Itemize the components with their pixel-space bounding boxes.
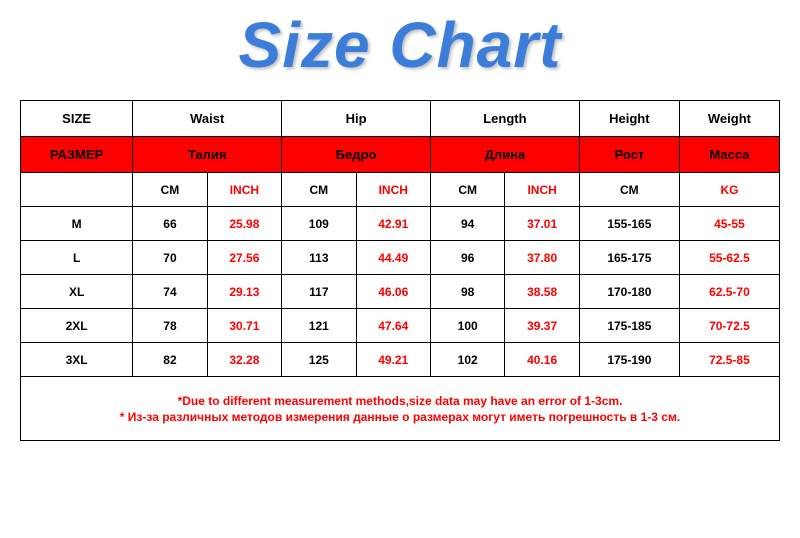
waist-cm-cell: 74 [133,275,207,309]
col-hip-en: Hip [282,101,431,137]
len-in-cell: 37.01 [505,207,579,241]
weight-cell: 70-72.5 [679,309,779,343]
footnote-en: *Due to different measurement methods,si… [178,394,623,408]
weight-cell: 72.5-85 [679,343,779,377]
size-table: SIZE Waist Hip Length Height Weight РАЗМ… [20,100,780,377]
len-in-cell: 38.58 [505,275,579,309]
units-row: CM INCH CM INCH CM INCH CM KG [21,173,780,207]
footnotes: *Due to different measurement methods,si… [20,377,780,441]
col-height-ru: Рост [579,137,679,173]
unit-inch: INCH [356,173,430,207]
size-cell: M [21,207,133,241]
hip-cm-cell: 125 [282,343,356,377]
hip-cm-cell: 109 [282,207,356,241]
len-in-cell: 37.80 [505,241,579,275]
size-cell: 3XL [21,343,133,377]
footnote-ru: * Из-за различных методов измерения данн… [120,410,680,424]
len-cm-cell: 100 [430,309,504,343]
waist-in-cell: 25.98 [207,207,281,241]
col-size-en: SIZE [21,101,133,137]
table-row: 3XL8232.2812549.2110240.16175-19072.5-85 [21,343,780,377]
height-cell: 155-165 [579,207,679,241]
hip-in-cell: 47.64 [356,309,430,343]
unit-inch: INCH [505,173,579,207]
height-cell: 175-185 [579,309,679,343]
col-waist-en: Waist [133,101,282,137]
waist-cm-cell: 70 [133,241,207,275]
size-cell: L [21,241,133,275]
hip-in-cell: 42.91 [356,207,430,241]
header-row-en: SIZE Waist Hip Length Height Weight [21,101,780,137]
col-size-ru: РАЗМЕР [21,137,133,173]
height-cell: 170-180 [579,275,679,309]
size-table-container: SIZE Waist Hip Length Height Weight РАЗМ… [20,100,780,441]
waist-in-cell: 27.56 [207,241,281,275]
col-hip-ru: Бедро [282,137,431,173]
hip-in-cell: 44.49 [356,241,430,275]
size-cell: 2XL [21,309,133,343]
table-row: XL7429.1311746.069838.58170-18062.5-70 [21,275,780,309]
waist-cm-cell: 82 [133,343,207,377]
table-row: M6625.9810942.919437.01155-16545-55 [21,207,780,241]
size-cell: XL [21,275,133,309]
table-row: 2XL7830.7112147.6410039.37175-18570-72.5 [21,309,780,343]
unit-kg: KG [679,173,779,207]
page-title: Size Chart [239,8,562,82]
hip-cm-cell: 113 [282,241,356,275]
unit-inch: INCH [207,173,281,207]
unit-cm: CM [430,173,504,207]
len-cm-cell: 94 [430,207,504,241]
weight-cell: 62.5-70 [679,275,779,309]
hip-in-cell: 46.06 [356,275,430,309]
col-weight-ru: Масса [679,137,779,173]
len-cm-cell: 98 [430,275,504,309]
col-waist-ru: Талия [133,137,282,173]
height-cell: 175-190 [579,343,679,377]
header-row-ru: РАЗМЕР Талия Бедро Длина Рост Масса [21,137,780,173]
waist-in-cell: 30.71 [207,309,281,343]
col-height-en: Height [579,101,679,137]
unit-cm: CM [133,173,207,207]
waist-in-cell: 29.13 [207,275,281,309]
unit-cm: CM [579,173,679,207]
len-cm-cell: 96 [430,241,504,275]
hip-cm-cell: 121 [282,309,356,343]
col-length-ru: Длина [430,137,579,173]
diagonal-cell [21,173,133,207]
weight-cell: 45-55 [679,207,779,241]
hip-in-cell: 49.21 [356,343,430,377]
col-length-en: Length [430,101,579,137]
col-weight-en: Weight [679,101,779,137]
len-in-cell: 40.16 [505,343,579,377]
weight-cell: 55-62.5 [679,241,779,275]
unit-cm: CM [282,173,356,207]
table-row: L7027.5611344.499637.80165-17555-62.5 [21,241,780,275]
waist-cm-cell: 78 [133,309,207,343]
len-in-cell: 39.37 [505,309,579,343]
waist-in-cell: 32.28 [207,343,281,377]
hip-cm-cell: 117 [282,275,356,309]
waist-cm-cell: 66 [133,207,207,241]
len-cm-cell: 102 [430,343,504,377]
height-cell: 165-175 [579,241,679,275]
